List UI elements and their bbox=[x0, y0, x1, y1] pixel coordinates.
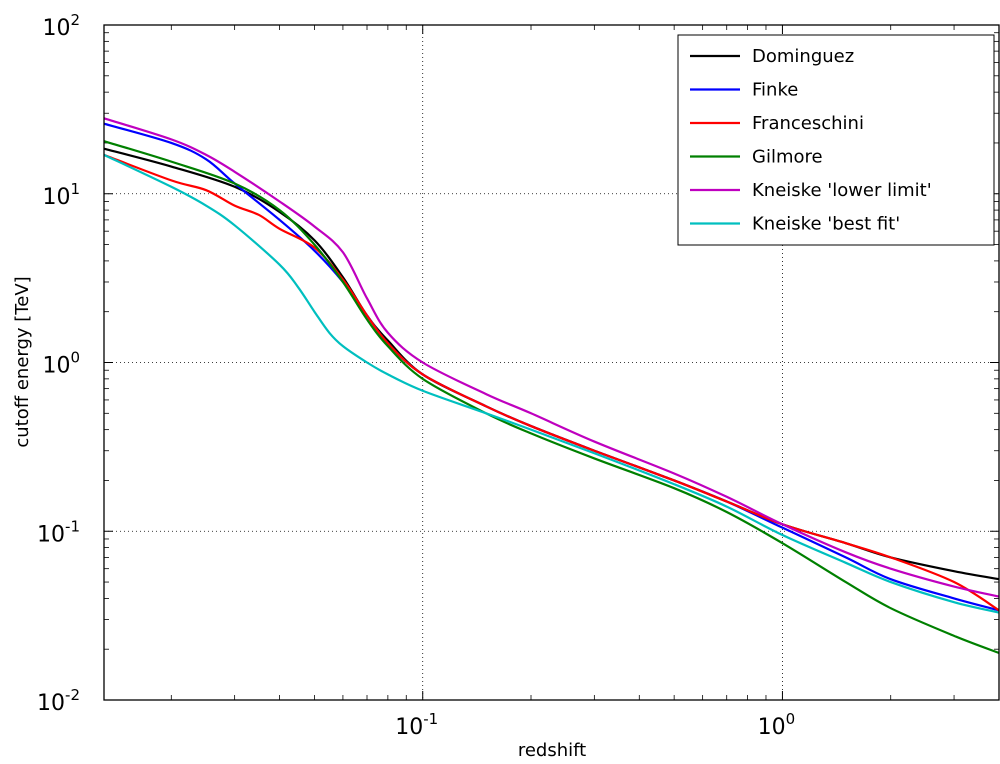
y-tick-label: 100 bbox=[42, 349, 80, 379]
legend-label: Finke bbox=[752, 80, 798, 101]
x-tick-exponent: -1 bbox=[423, 710, 438, 728]
y-tick-label: 10-2 bbox=[37, 686, 80, 716]
series-line-kneiske-best-fit bbox=[103, 153, 1000, 614]
legend-label: Dominguez bbox=[752, 46, 854, 67]
y-tick-label: 101 bbox=[42, 180, 80, 210]
axis-ticks bbox=[104, 24, 999, 701]
x-tick-base: 10 bbox=[758, 715, 786, 740]
legend: Dominguez Finke Franceschini Gilmore Kneiske… bbox=[677, 34, 995, 246]
legend-box bbox=[677, 34, 995, 246]
y-tick-base: 10 bbox=[37, 522, 65, 547]
y-axis-label: cutoff energy [TeV] bbox=[12, 276, 33, 447]
legend-label: Kneiske 'best fit' bbox=[752, 214, 900, 235]
y-tick-label: 10-1 bbox=[37, 517, 80, 547]
y-tick-exponent: -2 bbox=[65, 686, 80, 704]
legend-label: Kneiske 'lower limit' bbox=[752, 180, 932, 201]
y-tick-base: 10 bbox=[42, 185, 70, 210]
x-tick-base: 10 bbox=[395, 715, 423, 740]
series-line-franceschini bbox=[103, 153, 1000, 612]
y-tick-exponent: -1 bbox=[65, 517, 80, 535]
y-tick-exponent: 1 bbox=[70, 180, 80, 198]
plot-frame bbox=[103, 24, 1000, 701]
legend-label: Gilmore bbox=[752, 147, 823, 168]
x-tick-label: 100 bbox=[758, 710, 796, 740]
x-tick-label: 10-1 bbox=[395, 710, 438, 740]
y-tick-exponent: 0 bbox=[70, 349, 80, 367]
y-tick-label: 102 bbox=[42, 11, 80, 41]
y-tick-base: 10 bbox=[37, 691, 65, 716]
legend-label: Franceschini bbox=[752, 113, 864, 134]
x-axis-label: redshift bbox=[518, 740, 586, 761]
y-tick-exponent: 2 bbox=[70, 11, 80, 29]
y-tick-base: 10 bbox=[42, 354, 70, 379]
series-line-kneiske-lower-limit bbox=[103, 117, 1000, 598]
x-tick-exponent: 0 bbox=[786, 710, 796, 728]
y-tick-base: 10 bbox=[42, 16, 70, 41]
series-layer bbox=[103, 117, 1000, 654]
